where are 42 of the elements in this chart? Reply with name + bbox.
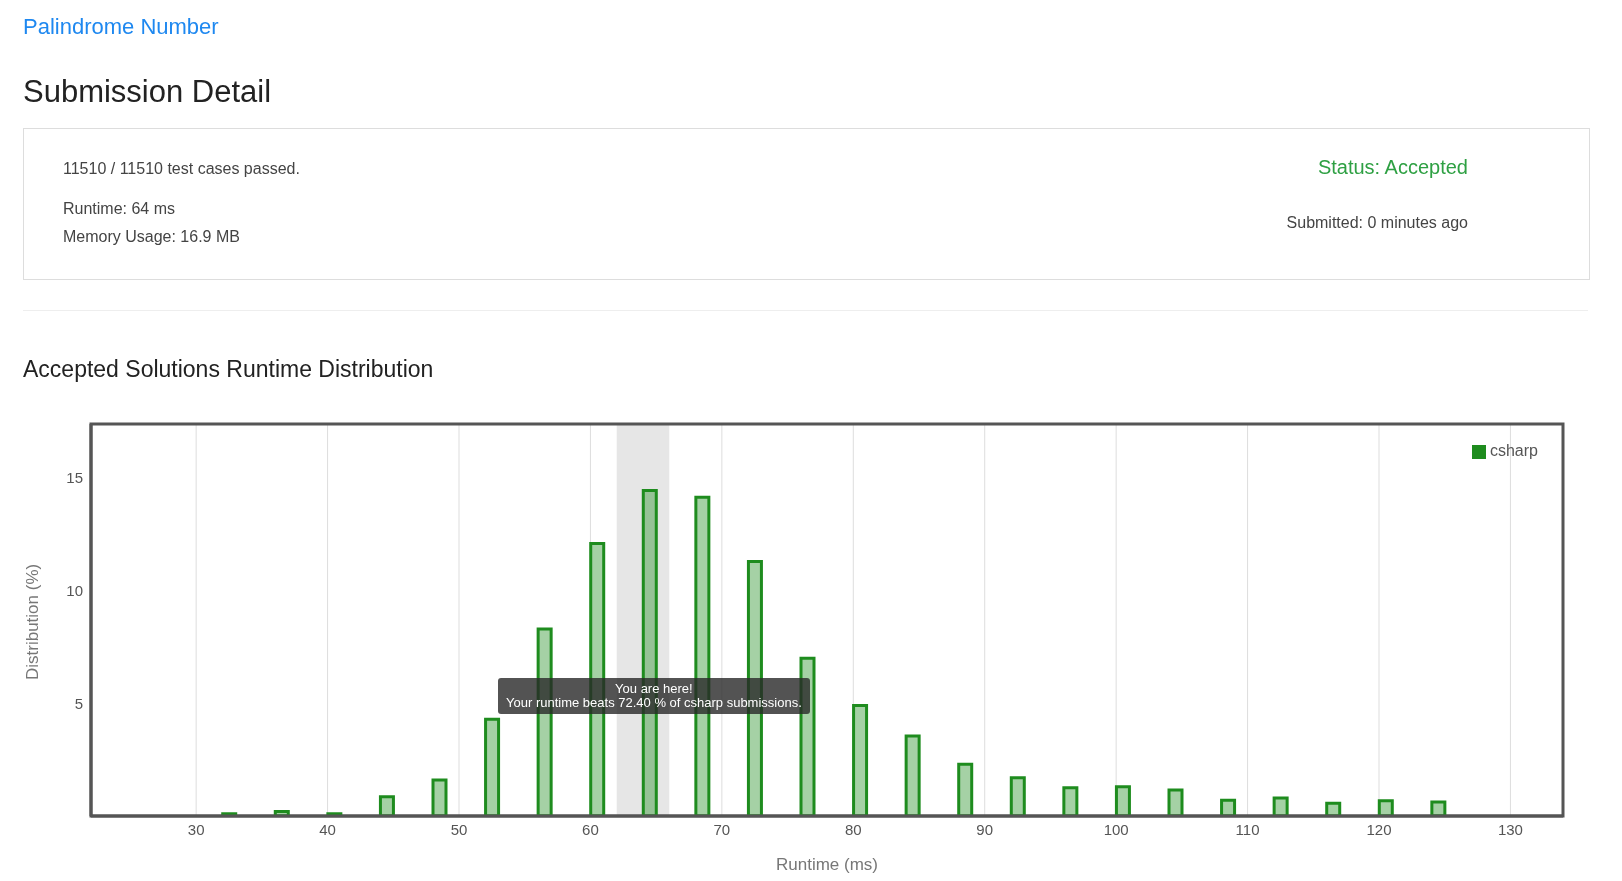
bar xyxy=(1062,786,1079,816)
y-tick-label: 5 xyxy=(74,694,83,712)
y-axis-title: Distribution (%) xyxy=(23,563,43,680)
bar xyxy=(1272,796,1289,816)
text: 11510 / 11510 test cases passed. xyxy=(63,160,300,178)
legend-label: csharp xyxy=(1489,442,1538,459)
bar xyxy=(1009,776,1026,816)
x-tick-label: 50 xyxy=(450,820,468,838)
bar xyxy=(957,762,974,816)
annotation: You are here! Your runtime beats 72.40 % of csharp submissions. xyxy=(498,678,810,714)
x-tick-label: 110 xyxy=(1235,820,1260,838)
bar xyxy=(1114,785,1131,816)
text: Palindrome Number xyxy=(23,14,219,40)
x-tick-label: 40 xyxy=(319,820,336,838)
x-tick-label: 80 xyxy=(844,820,862,838)
bar xyxy=(1220,798,1237,816)
text: Submitted: 0 minutes ago xyxy=(1286,214,1468,232)
bar xyxy=(273,809,290,816)
bar xyxy=(904,734,921,816)
bar xyxy=(484,717,501,816)
bar xyxy=(431,778,448,816)
x-tick-label: 90 xyxy=(976,820,994,838)
bar xyxy=(1377,799,1394,816)
text: Submission Detail xyxy=(23,74,272,110)
bar xyxy=(1325,801,1342,816)
x-tick-label: 130 xyxy=(1497,820,1523,838)
x-axis-title: Runtime (ms) xyxy=(775,855,879,874)
bar xyxy=(1430,800,1447,816)
x-tick-label: 100 xyxy=(1103,820,1129,838)
x-tick-label: 60 xyxy=(582,820,599,838)
bar xyxy=(1167,788,1184,816)
bar xyxy=(852,704,869,816)
chart-title: Accepted Solutions Runtime Distribution xyxy=(23,356,434,383)
x-tick-label: 30 xyxy=(187,820,205,838)
bar xyxy=(378,795,395,816)
text: Runtime: 64 ms xyxy=(63,200,176,218)
x-tick-label: 70 xyxy=(713,820,731,838)
text: Status: Accepted xyxy=(1317,156,1468,179)
y-tick-label: 15 xyxy=(66,469,83,487)
y-tick-label: 10 xyxy=(66,582,83,600)
text: Memory Usage: 16.9 MB xyxy=(63,228,240,246)
x-tick-label: 120 xyxy=(1366,820,1392,838)
